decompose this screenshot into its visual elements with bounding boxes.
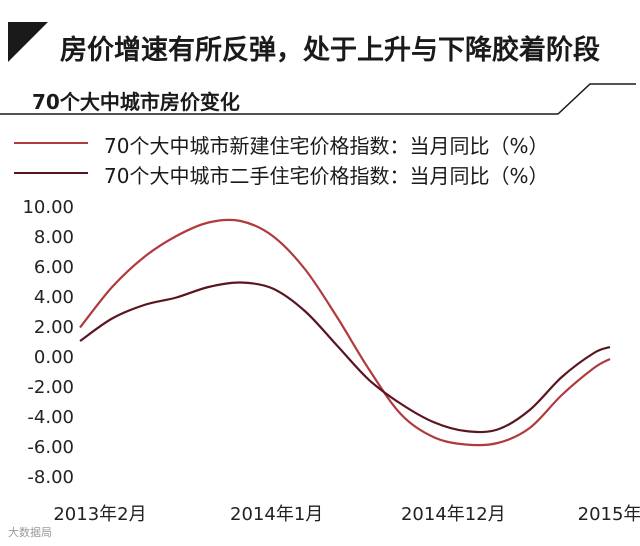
chart-legend: 70个大中城市新建住宅价格指数：当月同比（%） 70个大中城市二手住宅价格指数：…: [14, 128, 634, 188]
y-tick-label: 0.00: [34, 347, 74, 368]
legend-label-new-home: 70个大中城市新建住宅价格指数：当月同比（%）: [104, 134, 549, 158]
y-tick-label: 2.00: [34, 317, 74, 338]
legend-item-second-hand: 70个大中城市二手住宅价格指数：当月同比（%）: [14, 158, 634, 188]
legend-item-new-home: 70个大中城市新建住宅价格指数：当月同比（%）: [14, 128, 634, 158]
watermark: 大数据局: [8, 526, 52, 539]
corner-triangle-icon: [8, 22, 48, 62]
page-title: 房价增速有所反弹，处于上升与下降胶着阶段: [60, 35, 600, 66]
y-tick-label: -2.00: [27, 377, 74, 398]
y-tick-label: -4.00: [27, 407, 74, 428]
headline: 房价增速有所反弹，处于上升与下降胶着阶段: [8, 18, 636, 68]
y-tick-label: -8.00: [27, 467, 74, 488]
series-line-second-hand: [79, 281, 611, 434]
chart-subtitle: 70个大中城市房价变化: [32, 90, 240, 114]
y-tick-label: -6.00: [27, 437, 74, 458]
y-tick-label: 4.00: [34, 287, 74, 308]
chart-subtitle-bar: 70个大中城市房价变化: [0, 80, 640, 130]
x-tick-label: 2014年12月: [401, 504, 506, 525]
x-tick-label: 2013年2月: [53, 504, 146, 525]
line-chart: 10.00 8.00 6.00 4.00 2.00 0.00 -2.00 -4.00 -6.00…: [22, 197, 640, 525]
legend-swatch-new-home: [14, 142, 88, 144]
y-tick-label: 10.00: [22, 197, 74, 218]
y-tick-label: 6.00: [34, 257, 74, 278]
y-tick-label: 8.00: [34, 227, 74, 248]
subtitle-underline: [0, 83, 636, 115]
series-line-new-home: [79, 218, 611, 447]
x-tick-label: 2015年11月: [578, 504, 640, 525]
legend-label-second-hand: 70个大中城市二手住宅价格指数：当月同比（%）: [104, 164, 549, 188]
legend-swatch-second-hand: [14, 172, 88, 174]
x-tick-label: 2014年1月: [230, 504, 323, 525]
